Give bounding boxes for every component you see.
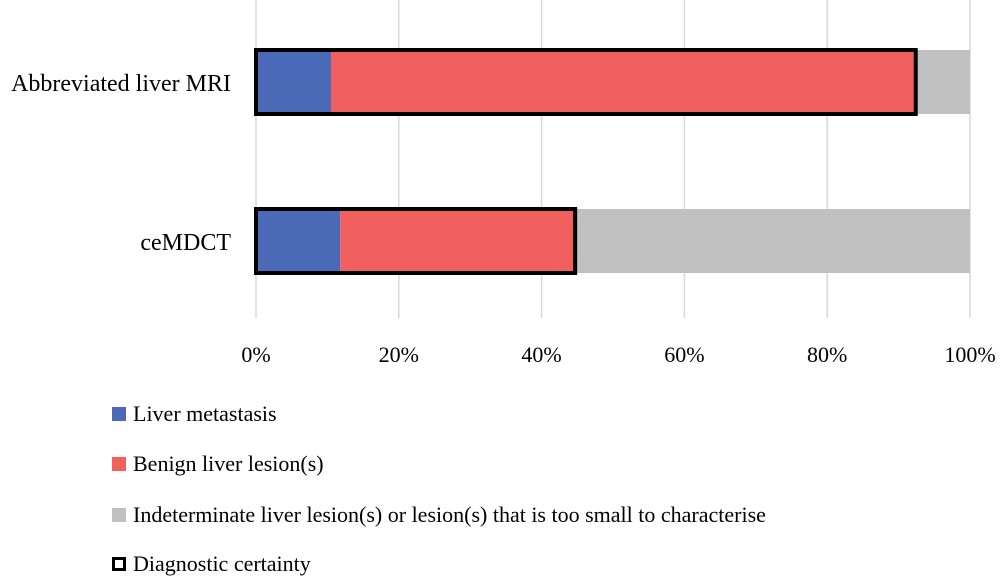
legend-swatch-3 <box>112 508 126 522</box>
bar-segment-3-1 <box>915 50 970 114</box>
legend-swatch-diagnostic-certainty <box>112 557 126 571</box>
category-label-1: Abbreviated liver MRI <box>11 71 231 97</box>
x-tick-label-1: 0% <box>241 342 270 367</box>
diagnostic-certainty-outline-2 <box>254 207 578 275</box>
x-tick-label-3: 40% <box>521 342 561 367</box>
legend: Liver metastasis Benign liver lesion(s) In… <box>112 401 766 576</box>
legend-swatch-1 <box>112 407 126 421</box>
bar-segment-2-2 <box>340 209 576 273</box>
legend-label-3: Indeterminate liver lesion(s) or lesion(… <box>133 502 766 527</box>
x-tick-labels: 0% 20% 40% 60% 80% 100% <box>241 342 995 367</box>
legend-label-1: Liver metastasis <box>133 401 277 426</box>
bar-segment-2-1 <box>330 50 916 114</box>
x-tick-label-6: 100% <box>944 342 995 367</box>
bar-segment-1-2 <box>256 209 341 273</box>
diagnostic-certainty-outline-1 <box>254 48 918 116</box>
category-labels: Abbreviated liver MRI ceMDCT <box>11 71 231 256</box>
x-tick-label-2: 20% <box>379 342 419 367</box>
x-tick-label-5: 80% <box>807 342 847 367</box>
bars <box>254 48 970 275</box>
legend-label-2: Benign liver lesion(s) <box>133 451 324 476</box>
bar-segment-1-1 <box>256 50 331 114</box>
category-label-2: ceMDCT <box>140 230 231 256</box>
x-tick-label-4: 60% <box>664 342 704 367</box>
legend-swatch-2 <box>112 457 126 471</box>
bar-segment-3-2 <box>575 209 970 273</box>
legend-label-diagnostic-certainty: Diagnostic certainty <box>133 551 311 576</box>
